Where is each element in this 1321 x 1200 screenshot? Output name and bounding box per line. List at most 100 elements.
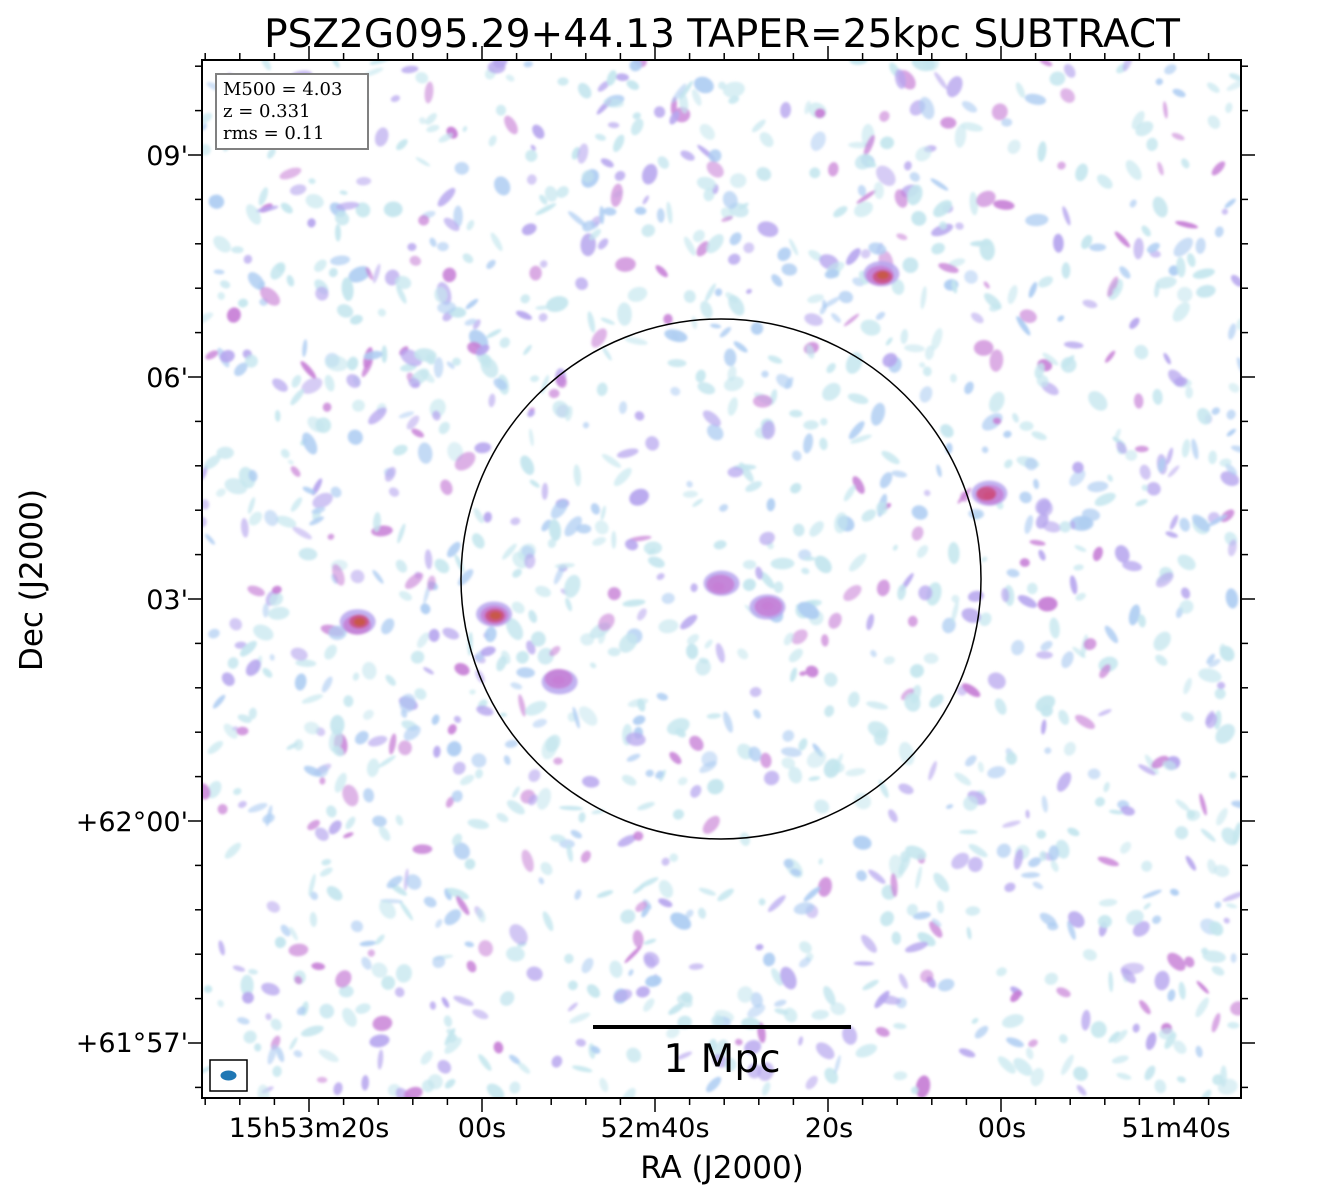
noise-blob: [415, 157, 431, 167]
noise-blob: [655, 770, 664, 779]
noise-blob: [1207, 514, 1228, 527]
noise-blob: [1111, 1055, 1129, 1064]
noise-blob: [454, 161, 469, 175]
noise-blob: [911, 526, 924, 541]
noise-blob: [898, 973, 908, 989]
noise-blob: [699, 123, 715, 140]
noise-blob: [378, 826, 391, 841]
noise-blob: [1195, 237, 1206, 254]
noise-blob: [761, 420, 776, 440]
noise-blob: [493, 1041, 504, 1054]
noise-blob: [958, 1048, 976, 1058]
noise-blob: [642, 195, 649, 205]
noise-blob: [855, 1043, 878, 1058]
noise-blob: [922, 366, 932, 377]
noise-blob: [689, 735, 704, 751]
noise-blob: [223, 723, 238, 739]
noise-blob: [442, 267, 457, 283]
noise-blob: [447, 541, 461, 558]
noise-blob: [892, 544, 898, 551]
noise-blob: [670, 386, 681, 396]
noise-blob: [335, 201, 360, 210]
info-box: [215, 73, 369, 150]
noise-blob: [789, 409, 803, 418]
noise-blob: [404, 572, 424, 589]
noise-blob: [596, 890, 614, 898]
noise-blob: [528, 769, 541, 782]
noise-blob: [761, 370, 769, 378]
noise-blob: [951, 594, 960, 603]
noise-blob: [375, 934, 385, 945]
noise-blob: [1021, 872, 1041, 879]
noise-blob: [1057, 161, 1066, 170]
noise-blob: [530, 144, 536, 151]
noise-blob: [1032, 881, 1044, 890]
noise-blob: [969, 191, 979, 216]
noise-blob: [308, 873, 316, 897]
noise-blob: [838, 290, 854, 304]
noise-blob: [205, 533, 215, 545]
noise-blob: [524, 553, 536, 569]
noise-blob: [368, 735, 388, 747]
noise-blob: [204, 455, 221, 470]
noise-blob: [1007, 285, 1018, 305]
noise-blob: [549, 646, 561, 657]
noise-blob: [808, 776, 821, 781]
noise-blob: [216, 446, 234, 460]
noise-blob: [525, 149, 538, 162]
noise-blob: [1139, 1000, 1151, 1015]
noise-blob: [940, 424, 954, 438]
noise-blob: [722, 81, 745, 98]
noise-blob: [1042, 352, 1059, 366]
noise-blob: [1208, 658, 1221, 668]
noise-blob: [321, 858, 332, 866]
noise-blob: [863, 134, 875, 157]
noise-blob: [977, 761, 984, 773]
noise-blob: [729, 232, 742, 246]
center-west-source: [476, 601, 513, 627]
noise-blob: [377, 308, 387, 317]
noise-blob: [629, 488, 649, 506]
noise-blob: [727, 397, 738, 416]
noise-blob: [1006, 568, 1020, 578]
noise-blob: [286, 275, 295, 287]
noise-blob: [1221, 208, 1229, 215]
noise-blob: [354, 730, 369, 745]
noise-blob: [634, 206, 647, 215]
noise-blob: [793, 523, 805, 537]
beam-ellipse: [220, 1070, 237, 1081]
noise-blob: [615, 257, 636, 272]
noise-blob: [590, 1045, 601, 1054]
noise-blob: [1097, 856, 1119, 867]
noise-blob: [527, 409, 535, 417]
noise-blob: [457, 569, 474, 586]
noise-blob: [599, 1077, 609, 1092]
noise-blob: [637, 608, 647, 621]
noise-blob: [606, 70, 617, 86]
noise-blob: [440, 479, 453, 496]
noise-blob: [372, 263, 381, 284]
noise-blob: [582, 422, 590, 429]
noise-blob: [288, 943, 309, 957]
noise-blob: [446, 887, 469, 900]
noise-blob: [948, 258, 966, 267]
noise-blob: [550, 834, 566, 843]
noise-blob: [1056, 987, 1071, 998]
noise-blob: [212, 694, 226, 709]
noise-blob: [565, 405, 573, 422]
noise-blob: [760, 752, 772, 769]
noise-blob: [1112, 287, 1120, 294]
noise-blob: [933, 872, 950, 893]
noise-blob: [658, 880, 674, 898]
noise-blob: [894, 69, 906, 89]
noise-blob: [1132, 1023, 1140, 1033]
noise-blob: [950, 373, 957, 383]
noise-blob: [1053, 233, 1064, 253]
noise-blob: [1230, 953, 1237, 963]
noise-blob: [1178, 981, 1186, 1000]
noise-blob: [1181, 158, 1190, 169]
noise-blob: [1107, 474, 1113, 482]
noise-blob: [366, 758, 380, 778]
noise-blob: [442, 627, 460, 640]
noise-blob: [1154, 1079, 1167, 1094]
